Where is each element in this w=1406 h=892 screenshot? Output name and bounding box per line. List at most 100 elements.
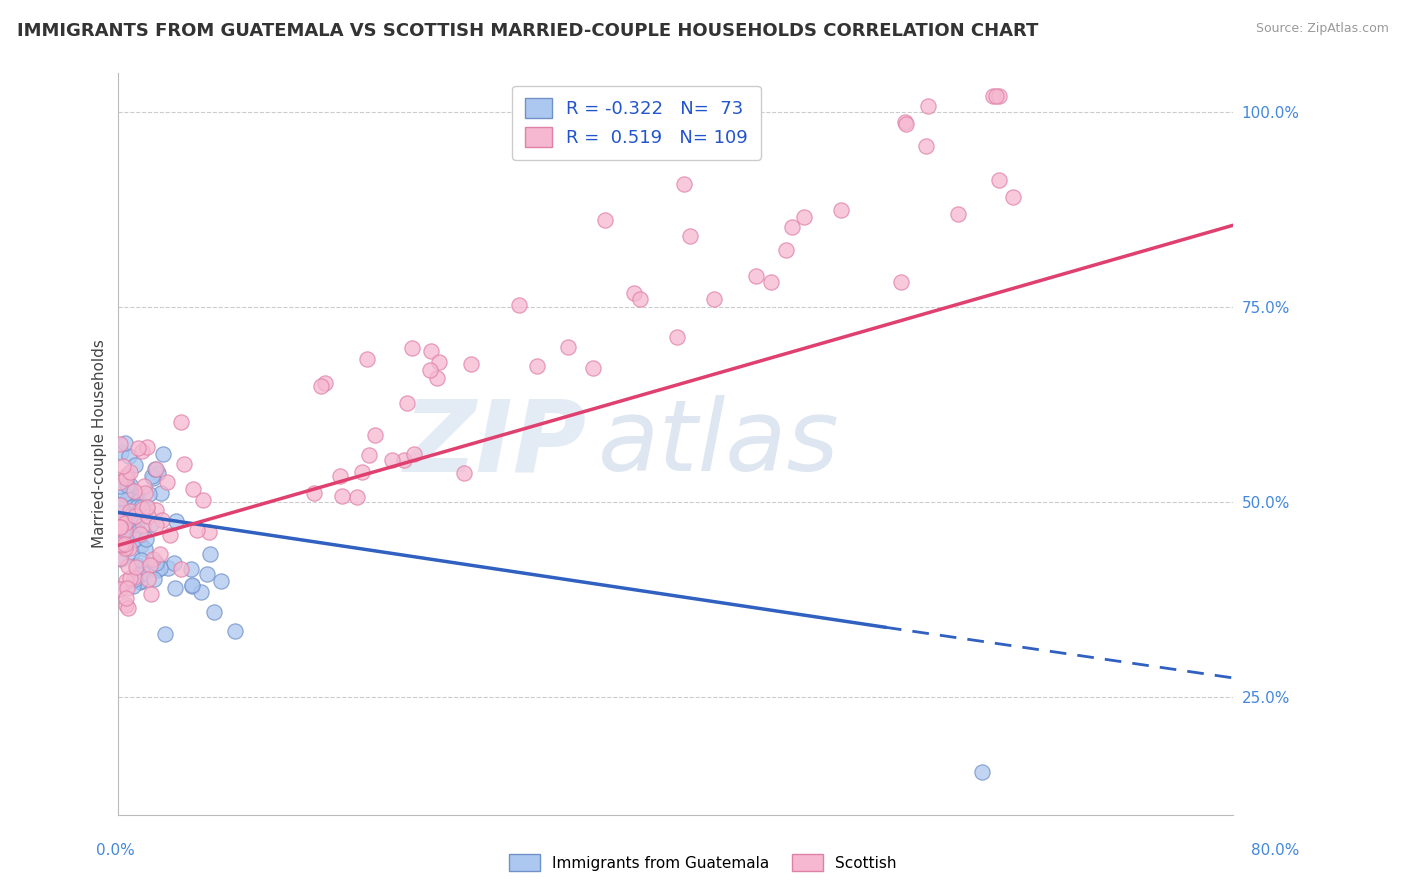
Point [143,462,166,476]
Point [181,482,204,496]
Point [149,561,172,575]
Point [122,484,145,499]
Point [894,117,917,131]
Point [108,582,131,597]
Point [142,551,165,566]
Point [136,508,159,523]
Point [401,341,423,355]
Point [145,518,167,533]
Point [136,440,159,454]
Point [830,203,852,218]
Point [121,500,143,515]
Point [972,764,994,779]
Point [453,466,475,480]
Point [108,520,131,534]
Point [132,566,155,580]
Point [141,468,163,483]
Point [117,559,139,574]
Point [163,581,186,595]
Point [526,359,548,374]
Point [117,468,139,483]
Point [395,396,418,410]
Point [124,532,146,546]
Point [108,551,131,566]
Point [145,557,167,571]
Point [703,293,725,307]
Point [108,516,131,531]
Point [121,517,143,532]
Point [108,479,131,493]
Point [110,537,132,551]
Point [134,486,156,500]
Legend: R = -0.322   N=  73, R =  0.519   N= 109: R = -0.322 N= 73, R = 0.519 N= 109 [512,86,761,160]
Point [111,458,134,473]
Point [115,494,138,508]
Legend: Immigrants from Guatemala, Scottish: Immigrants from Guatemala, Scottish [503,848,903,877]
Point [665,330,688,344]
Point [190,585,212,599]
Point [128,574,150,588]
Point [110,506,132,520]
Point [115,574,138,589]
Point [987,89,1010,103]
Text: ZIP: ZIP [404,395,586,492]
Point [114,591,136,606]
Point [110,582,132,596]
Point [159,528,181,542]
Point [128,493,150,508]
Point [125,560,148,574]
Point [127,525,149,540]
Point [128,526,150,541]
Point [508,298,530,312]
Point [460,357,482,371]
Point [120,466,142,480]
Point [150,513,173,527]
Point [156,475,179,490]
Point [173,457,195,471]
Point [111,538,134,552]
Point [108,520,131,534]
Point [134,479,156,493]
Point [679,228,702,243]
Point [124,572,146,586]
Point [392,452,415,467]
Text: Source: ZipAtlas.com: Source: ZipAtlas.com [1256,22,1389,36]
Point [145,503,167,517]
Point [582,360,605,375]
Point [150,486,173,500]
Text: atlas: atlas [598,395,839,492]
Point [127,492,149,507]
Point [209,574,232,589]
Point [114,487,136,501]
Point [124,458,146,472]
Point [145,461,167,475]
Point [165,514,187,528]
Point [146,467,169,481]
Point [121,546,143,560]
Point [673,177,696,191]
Point [114,497,136,511]
Point [329,469,352,483]
Point [149,547,172,561]
Point [124,508,146,523]
Point [121,579,143,593]
Point [984,89,1007,103]
Point [759,276,782,290]
Point [120,504,142,518]
Point [124,507,146,521]
Text: IMMIGRANTS FROM GUATEMALA VS SCOTTISH MARRIED-COUPLE HOUSEHOLDS CORRELATION CHAR: IMMIGRANTS FROM GUATEMALA VS SCOTTISH MA… [17,22,1038,40]
Point [135,532,157,546]
Point [127,500,149,515]
Point [152,447,174,461]
Point [346,490,368,504]
Text: 80.0%: 80.0% [1251,843,1299,858]
Point [1001,190,1024,204]
Point [125,524,148,539]
Point [128,574,150,589]
Point [775,243,797,257]
Point [108,498,131,512]
Point [141,516,163,531]
Point [302,486,325,500]
Point [381,453,404,467]
Point [118,570,141,584]
